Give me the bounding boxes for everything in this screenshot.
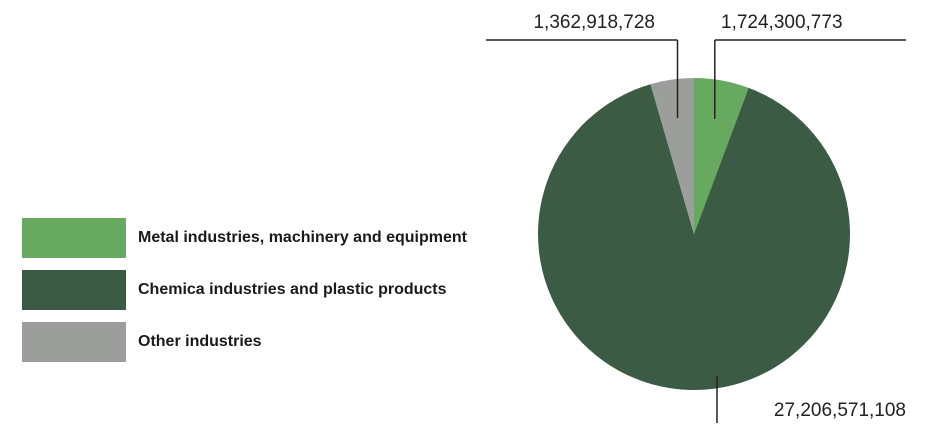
value-label-other: 1,362,918,728 — [533, 12, 655, 33]
legend: Metal industries, machinery and equipmen… — [22, 218, 467, 374]
legend-item-chemical: Chemica industries and plastic products — [22, 270, 467, 310]
value-labels: 1,724,300,773 1,362,918,728 27,206,571,108 — [533, 12, 906, 421]
legend-swatch-other — [22, 322, 126, 362]
legend-swatch-chemical — [22, 270, 126, 310]
value-label-metal: 1,724,300,773 — [721, 12, 843, 33]
pie-slice-metal — [694, 78, 749, 234]
pie-slices — [537, 78, 850, 390]
legend-item-metal: Metal industries, machinery and equipmen… — [22, 218, 467, 258]
pie-slice-other — [650, 78, 694, 234]
legend-label-chemical: Chemica industries and plastic products — [138, 281, 447, 298]
legend-label-other: Other industries — [138, 333, 262, 350]
legend-item-other: Other industries — [22, 322, 467, 362]
legend-swatch-metal — [22, 218, 126, 258]
leader-lines — [486, 39, 906, 423]
pie-slice-chemical — [537, 84, 850, 390]
legend-label-metal: Metal industries, machinery and equipmen… — [138, 229, 467, 246]
value-label-chemical: 27,206,571,108 — [774, 400, 906, 421]
